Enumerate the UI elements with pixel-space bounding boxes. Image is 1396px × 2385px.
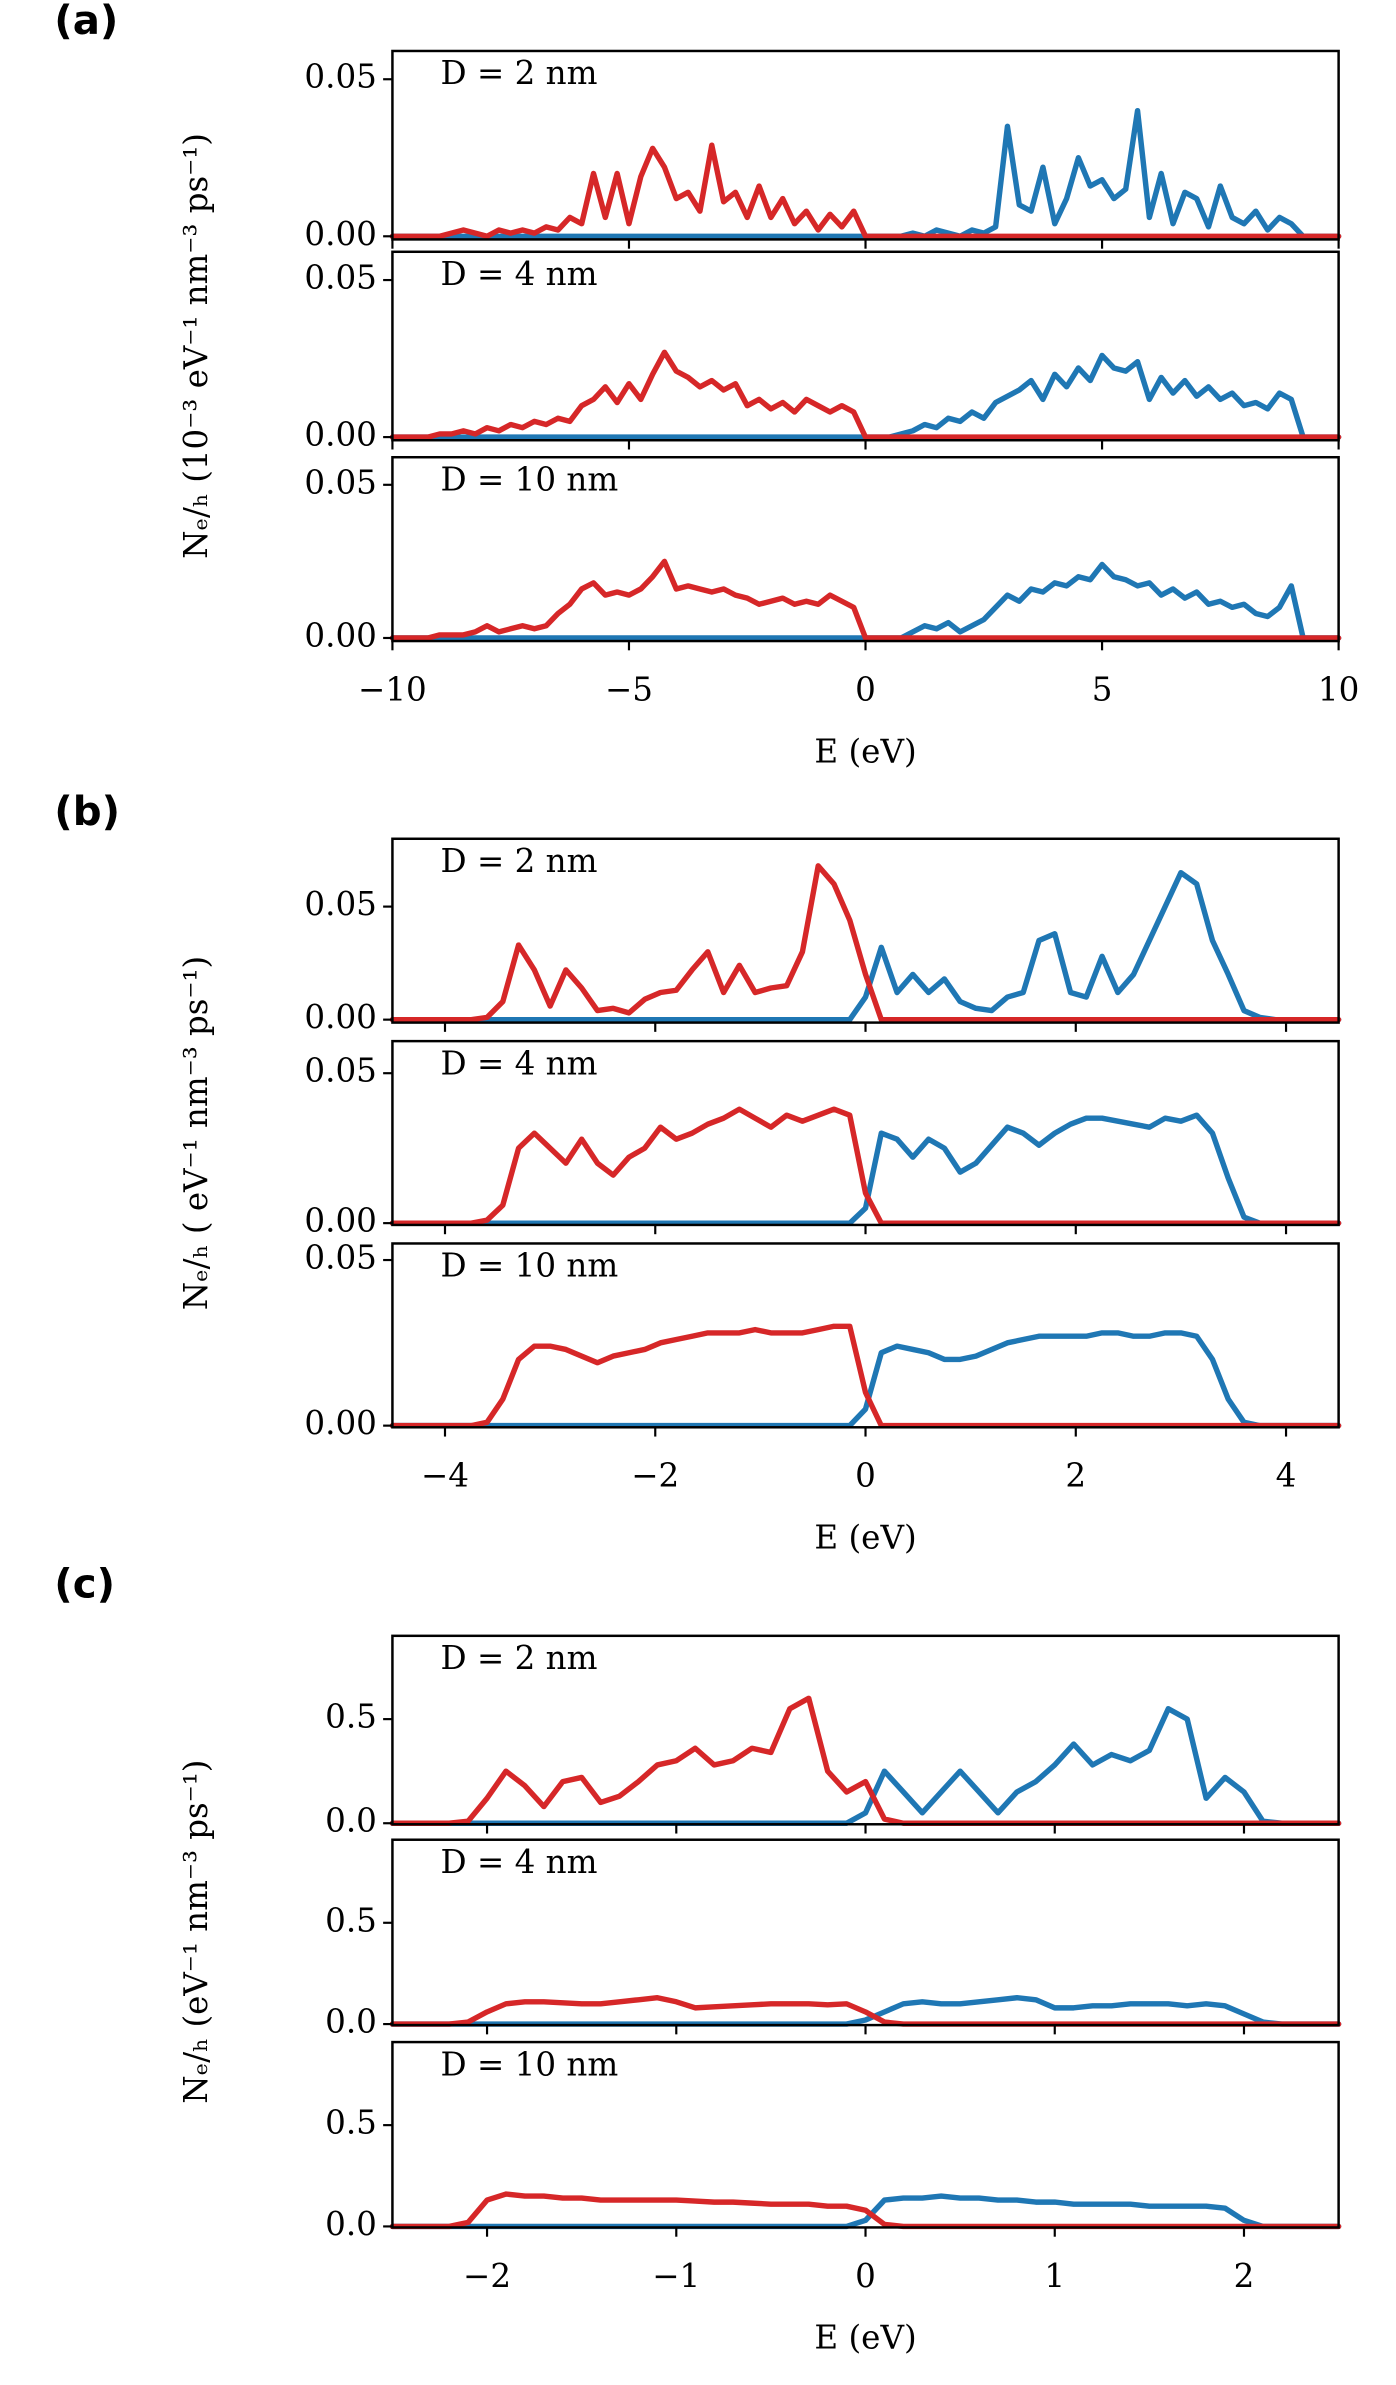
data-line xyxy=(389,349,1342,440)
x-tick-label: 4 xyxy=(1276,1457,1297,1495)
y-tick-label: 0.5 xyxy=(325,2104,377,2142)
y-tick-label: 0.05 xyxy=(304,885,377,923)
x-tick-label: 2 xyxy=(1065,1457,1086,1495)
panel-label: (b) xyxy=(54,789,120,835)
x-tick-label: 0 xyxy=(855,671,876,709)
y-axis-label: Nₑ/ₕ ( eV⁻¹ nm⁻³ ps⁻¹) xyxy=(177,956,215,1310)
x-tick-label: −10 xyxy=(358,671,427,709)
x-tick-label: 1 xyxy=(1044,2257,1065,2295)
y-tick-label: 0.00 xyxy=(304,617,377,655)
y-tick-label: 0.00 xyxy=(304,998,377,1036)
x-axis-label: E (eV) xyxy=(814,1519,916,1557)
data-line xyxy=(389,352,1342,440)
panel-annotation: D = 2 nm xyxy=(441,1639,598,1677)
y-tick-label: 0.05 xyxy=(304,259,377,297)
data-line xyxy=(389,558,1342,641)
data-line xyxy=(389,1330,1342,1429)
panel-label: (a) xyxy=(54,0,118,44)
data-line xyxy=(389,869,1342,1023)
panel-annotation: D = 10 nm xyxy=(441,1247,619,1285)
panel-annotation: D = 10 nm xyxy=(441,2045,619,2083)
x-tick-label: 0 xyxy=(855,2257,876,2295)
panel-annotation: D = 4 nm xyxy=(441,255,598,293)
y-tick-label: 0.05 xyxy=(304,1239,377,1277)
x-tick-label: −2 xyxy=(463,2257,511,2295)
x-tick-label: 0 xyxy=(855,1457,876,1495)
axes-frame xyxy=(391,455,1340,643)
y-tick-label: 0.5 xyxy=(325,1901,377,1939)
panel-label: (c) xyxy=(54,1561,115,1607)
panel-annotation: D = 4 nm xyxy=(441,1044,598,1082)
x-axis-label: E (eV) xyxy=(814,2319,916,2357)
x-tick-label: 2 xyxy=(1234,2257,1255,2295)
data-line xyxy=(389,1112,1342,1226)
y-tick-label: 0.0 xyxy=(325,2003,377,2041)
data-line xyxy=(389,863,1342,1023)
x-tick-label: −2 xyxy=(631,1457,679,1495)
y-tick-label: 0.00 xyxy=(304,215,377,253)
x-axis-label: E (eV) xyxy=(814,732,916,770)
panel-annotation: D = 2 nm xyxy=(441,54,598,92)
panel-annotation: D = 2 nm xyxy=(441,842,598,880)
y-axis-label: Nₑ/ₕ (10⁻³ eV⁻¹ nm⁻³ ps⁻¹) xyxy=(177,133,215,559)
y-axis-label: Nₑ/ₕ (eV⁻¹ nm⁻³ ps⁻¹) xyxy=(177,1760,215,2104)
y-tick-label: 0.05 xyxy=(304,463,377,501)
y-tick-label: 0.5 xyxy=(325,1698,377,1736)
panel-annotation: D = 10 nm xyxy=(441,460,619,498)
data-line xyxy=(389,1106,1342,1226)
y-tick-label: 0.00 xyxy=(304,1202,377,1240)
data-line xyxy=(389,142,1342,239)
data-line xyxy=(389,1323,1342,1429)
data-line xyxy=(389,1706,1342,1826)
y-tick-label: 0.0 xyxy=(325,1802,377,1840)
y-tick-label: 0.05 xyxy=(304,1052,377,1090)
x-tick-label: 5 xyxy=(1092,671,1113,709)
x-tick-label: −5 xyxy=(605,671,653,709)
y-tick-label: 0.00 xyxy=(304,416,377,454)
y-tick-label: 0.00 xyxy=(304,1404,377,1442)
x-tick-label: 10 xyxy=(1318,671,1359,709)
y-tick-label: 0.05 xyxy=(304,58,377,96)
y-tick-label: 0.0 xyxy=(325,2205,377,2243)
x-tick-label: −4 xyxy=(421,1457,469,1495)
data-line xyxy=(389,107,1342,239)
panel-annotation: D = 4 nm xyxy=(441,1843,598,1881)
x-tick-label: −1 xyxy=(652,2257,700,2295)
